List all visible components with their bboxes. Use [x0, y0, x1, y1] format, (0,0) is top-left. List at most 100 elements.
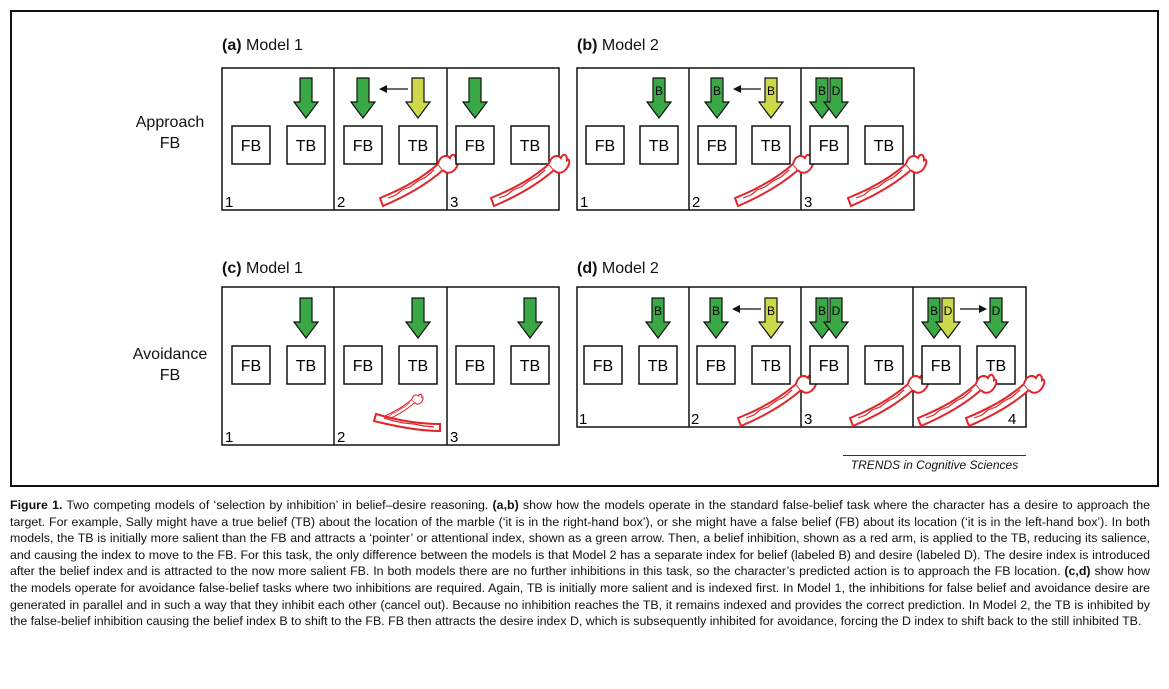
- step-number: 2: [692, 194, 700, 211]
- fb-box-label: FB: [593, 358, 613, 375]
- fb-box: [809, 345, 849, 385]
- tb-box: [286, 125, 326, 165]
- panel-name: Model 2: [601, 37, 659, 54]
- step-number: 4: [1008, 411, 1016, 428]
- step-number: 2: [337, 194, 345, 211]
- caption-sentence: Two competing models of ‘selection by in…: [62, 498, 493, 512]
- fb-box: [583, 345, 623, 385]
- fb-box-label: FB: [465, 138, 485, 155]
- fb-box-label: FB: [707, 138, 727, 155]
- panel-b: FB TB B 1 FB TB B B 2 FB TB B D 3: [576, 67, 928, 211]
- step-number: 1: [579, 411, 587, 428]
- green-index-arrow: [405, 297, 431, 339]
- fb-box: [455, 125, 495, 165]
- panel-d: FB TB B 1 FB TB B B 2 FB TB B D 3 FB: [576, 286, 1046, 428]
- step-number: 1: [225, 194, 233, 211]
- fb-box-label: FB: [595, 138, 615, 155]
- green-index-arrow: [293, 77, 319, 119]
- figure-frame: [10, 10, 1159, 487]
- fb-box: [697, 125, 737, 165]
- panel-b-frame: [576, 67, 915, 211]
- panel-letter: (b): [577, 37, 598, 54]
- fb-box: [343, 125, 383, 165]
- tb-box-label: TB: [648, 358, 668, 375]
- belief-index-label: B: [818, 304, 826, 318]
- belief-index-label: B: [767, 304, 775, 318]
- fb-box-label: FB: [353, 138, 373, 155]
- belief-index-label: B: [767, 84, 775, 98]
- step-number: 2: [691, 411, 699, 428]
- step-number: 1: [225, 429, 233, 446]
- fb-box-label: FB: [241, 358, 261, 375]
- tb-box: [510, 125, 550, 165]
- belief-index-label: B: [930, 304, 938, 318]
- desire-index-label: D: [944, 304, 953, 318]
- caption-text: show how the models operate for avoidanc…: [10, 564, 1150, 629]
- belief-index-label: B: [713, 84, 721, 98]
- fb-box-label: FB: [353, 358, 373, 375]
- tb-box-label: TB: [986, 358, 1006, 375]
- panel-name: Model 1: [246, 37, 303, 54]
- panel-c-frame: [221, 286, 560, 446]
- fb-box: [809, 125, 849, 165]
- panel-name: Model 2: [601, 260, 659, 277]
- belief-index-label: B: [712, 304, 720, 318]
- panel-letter: (c): [222, 260, 242, 277]
- shift-arrow-icon: [379, 85, 408, 93]
- shift-arrow-icon: [732, 305, 761, 313]
- panel-a: FB TB 1 FB TB 2 FB TB 3: [221, 67, 571, 211]
- shift-arrow-icon: [960, 305, 987, 313]
- tb-box-label: TB: [874, 138, 894, 155]
- tb-box-label: TB: [408, 138, 428, 155]
- panel-letter: (d): [577, 260, 598, 277]
- diagram-canvas: FB TB 1 FB TB 2 FB TB 3 FB TB: [221, 67, 1046, 446]
- tb-box: [864, 125, 904, 165]
- panel-letter: (a): [222, 37, 242, 54]
- tb-box: [864, 345, 904, 385]
- tb-box-label: TB: [520, 358, 540, 375]
- fb-box: [921, 345, 961, 385]
- figure-caption: Figure 1. Two competing models of ‘selec…: [10, 497, 1150, 630]
- tb-box: [751, 125, 791, 165]
- yellow-index-arrow: [405, 77, 431, 119]
- green-index-arrow: [517, 297, 543, 339]
- tb-box: [638, 345, 678, 385]
- fb-box: [585, 125, 625, 165]
- row-label-avoidance: Avoidance FB: [132, 346, 208, 384]
- caption-label: Figure 1.: [10, 498, 63, 512]
- credit-line: TRENDS in Cognitive Sciences: [843, 455, 1026, 472]
- panel-a-frame: [221, 67, 560, 211]
- fb-box-label: FB: [819, 138, 839, 155]
- tb-box-label: TB: [296, 358, 316, 375]
- tb-box: [286, 345, 326, 385]
- tb-box-label: TB: [649, 138, 669, 155]
- caption-ref: (c,d): [1064, 564, 1091, 579]
- step-number: 3: [804, 194, 812, 211]
- tb-box: [398, 345, 438, 385]
- belief-index-label: B: [818, 84, 826, 98]
- panel-title-d: (d) Model 2: [577, 260, 659, 278]
- tb-box-label: TB: [761, 138, 781, 155]
- step-number: 3: [450, 429, 458, 446]
- desire-index-label: D: [832, 304, 841, 318]
- fb-box-label: FB: [819, 358, 839, 375]
- green-index-arrow: [462, 77, 488, 119]
- fb-box-label: FB: [465, 358, 485, 375]
- panel-title-c: (c) Model 1: [222, 260, 303, 278]
- panel-title-b: (b) Model 2: [577, 37, 659, 55]
- tb-box-label: TB: [520, 138, 540, 155]
- tb-box-label: TB: [761, 358, 781, 375]
- tb-box: [639, 125, 679, 165]
- green-index-arrow: [350, 77, 376, 119]
- fb-box-label: FB: [706, 358, 726, 375]
- tb-box: [510, 345, 550, 385]
- fb-box: [455, 345, 495, 385]
- belief-index-label: B: [654, 304, 662, 318]
- shift-arrow-icon: [733, 85, 761, 93]
- cancelling-inhibition-arms-icon: [373, 393, 441, 432]
- belief-index-label: B: [655, 84, 663, 98]
- desire-index-label: D: [832, 84, 841, 98]
- panel-c: FB TB 1 FB TB 2 FB TB 3: [221, 286, 560, 446]
- green-index-arrow: [293, 297, 319, 339]
- fb-box-label: FB: [931, 358, 951, 375]
